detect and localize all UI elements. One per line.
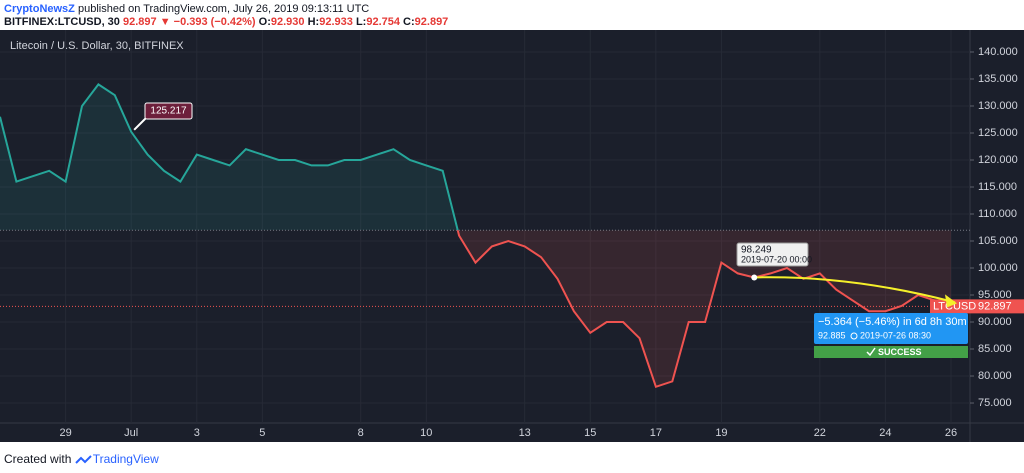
x-tick-label: 29 (59, 427, 71, 439)
y-tick-label: 120.000 (978, 154, 1018, 166)
ohlc-value: 92.930 (270, 16, 305, 28)
chart: Litecoin / U.S. Dollar, 30, BITFINEX 75.… (0, 30, 1024, 442)
anchor-dot (751, 274, 758, 281)
x-tick-label: 22 (814, 427, 826, 439)
measure-time: 2019-07-26 08:30 (860, 330, 931, 340)
change: ▼ −0.393 (−0.42%) (159, 16, 256, 28)
price-line (456, 230, 952, 389)
price-line (0, 83, 459, 231)
x-tick-label: 24 (879, 427, 891, 439)
x-tick-label: 19 (715, 427, 727, 439)
status-text: SUCCESS (878, 347, 922, 357)
grid (0, 30, 970, 423)
arrow-head (945, 294, 957, 308)
background (0, 30, 1024, 442)
y-tick-label: 135.000 (978, 73, 1018, 85)
y-tick-label: 85.000 (978, 343, 1012, 355)
x-tick-label: 5 (259, 427, 265, 439)
ohlc-key: O: (258, 16, 271, 28)
ohlc-value: 92.754 (366, 16, 400, 28)
y-tick-label: 140.000 (978, 46, 1018, 58)
status-box (814, 346, 968, 358)
x-tick-label: 26 (945, 427, 957, 439)
last-price-symbol: LTCUSD (933, 300, 976, 312)
note-text: 125.217 (150, 106, 187, 117)
price-note-time: 2019-07-20 00:00 (741, 254, 812, 264)
publish-line: CryptoNewsZ published on TradingView.com… (4, 3, 369, 15)
x-tick-label: 13 (519, 427, 531, 439)
y-tick-label: 90.000 (978, 316, 1012, 328)
y-tick-label: 100.000 (978, 262, 1018, 274)
x-tick-label: 8 (358, 427, 364, 439)
area (0, 84, 951, 231)
y-tick-label: 75.000 (978, 397, 1012, 409)
x-tick-label: 3 (194, 427, 200, 439)
y-tick-label: 80.000 (978, 370, 1012, 382)
y-tick-label: 115.000 (978, 181, 1017, 193)
y-tick-label: 125.000 (978, 127, 1018, 139)
y-tick-label: 110.000 (978, 208, 1017, 220)
y-tick-label: 105.000 (978, 235, 1018, 247)
ohlc-key: L: (355, 16, 367, 28)
x-tick-label: 17 (650, 427, 662, 439)
last-price-label: 92.897 (978, 300, 1012, 312)
area (457, 230, 951, 387)
ohlc-key: H: (307, 16, 320, 28)
measure-change: −5.364 (−5.46%) in 6d 8h 30m (818, 316, 967, 328)
footer-brand[interactable]: TradingView (92, 452, 159, 466)
note-box (144, 102, 193, 120)
header: CryptoNewsZ published on TradingView.com… (0, 0, 1024, 30)
measure-box (814, 313, 968, 344)
ohlc-value: 92.933 (319, 16, 353, 28)
ohlc-key: C: (403, 16, 415, 28)
measure-price: 92.885 (818, 330, 846, 340)
footer: Created with TradingView (4, 452, 159, 466)
published: published on TradingView.com, July 26, 2… (77, 3, 370, 15)
price: 92.897 (122, 16, 157, 28)
price-note-box (736, 242, 809, 267)
y-tick-label: 95.000 (978, 289, 1012, 301)
logo (75, 455, 92, 464)
x-tick-label: Jul (124, 427, 138, 439)
chart-title: Litecoin / U.S. Dollar, 30, BITFINEX (10, 40, 184, 52)
symbol-line: BITFINEX:LTCUSD, 30 92.897 ▼ −0.393 (−0.… (4, 16, 448, 28)
x-tick-label: 15 (584, 427, 596, 439)
author[interactable]: CryptoNewsZ (4, 3, 75, 15)
price-note-price: 98.249 (741, 245, 772, 256)
symbol: BITFINEX:LTCUSD, 30 (4, 16, 120, 28)
x-tick-label: 10 (420, 427, 432, 439)
footer-prefix: Created with (4, 452, 72, 466)
ohlc-value: 92.897 (414, 16, 449, 28)
check-icon (866, 347, 876, 357)
forecast-arrow (754, 276, 956, 304)
y-tick-label: 130.000 (978, 100, 1018, 112)
clock-icon (850, 332, 858, 340)
